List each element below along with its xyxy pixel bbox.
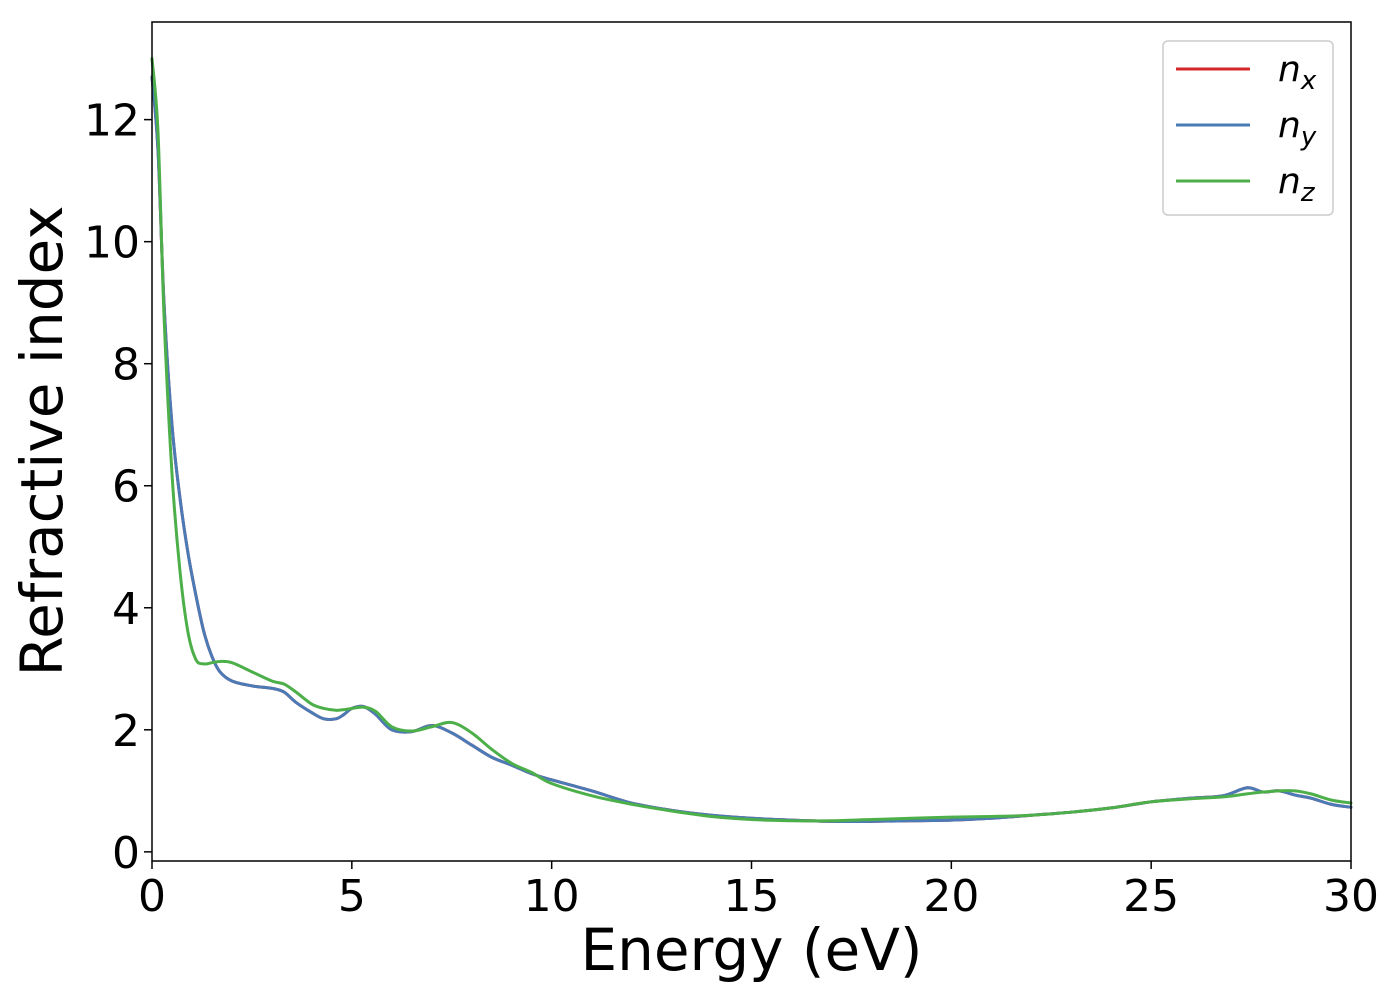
y-tick-label: 2 — [112, 706, 140, 757]
x-tick-label: 5 — [338, 871, 366, 922]
x-tick-label: 10 — [524, 871, 580, 922]
x-tick-label: 15 — [724, 871, 780, 922]
y-tick-label: 10 — [84, 218, 140, 269]
y-tick-label: 12 — [84, 96, 140, 147]
x-tick-label: 0 — [138, 871, 166, 922]
legend-box — [1162, 40, 1334, 216]
series-layer — [150, 57, 1353, 823]
x-tick-label: 25 — [1123, 871, 1179, 922]
x-axis-ticks: 0 5 10 15 20 25 30 — [138, 861, 1379, 922]
x-axis-label: Energy (eV) — [580, 916, 922, 984]
x-tick-label: 20 — [923, 871, 979, 922]
x-tick-label: 30 — [1323, 871, 1379, 922]
legend-label-z: nz — [1278, 161, 1316, 208]
plot-area — [152, 22, 1351, 861]
y-tick-label: 6 — [112, 462, 140, 513]
y-axis-ticks: 0 2 4 6 8 10 12 — [84, 96, 152, 879]
legend: nx ny nz — [1162, 40, 1334, 216]
legend-label-y: ny — [1278, 105, 1317, 152]
y-tick-label: 0 — [112, 828, 140, 879]
series-line-z — [150, 57, 1353, 823]
y-tick-label: 8 — [112, 340, 140, 391]
y-axis-label: Refractive index — [8, 205, 76, 676]
y-tick-label: 4 — [112, 584, 140, 635]
legend-label-x: nx — [1278, 49, 1317, 96]
